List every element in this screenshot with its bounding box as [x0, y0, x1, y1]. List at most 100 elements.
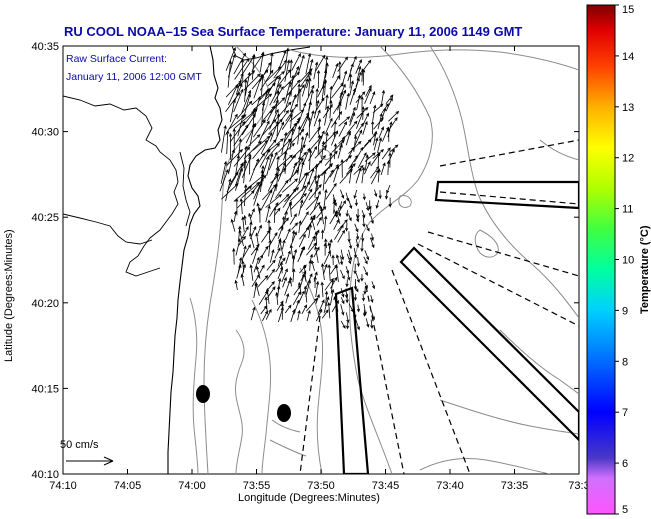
current-vector — [290, 308, 296, 323]
current-vector — [323, 78, 328, 96]
current-vector — [227, 60, 233, 88]
colorbar-ticks: 15 14 13 12 11 10 9 8 7 6 5 — [615, 4, 634, 516]
current-vector — [320, 229, 325, 240]
current-vector — [354, 199, 359, 207]
current-vector — [281, 131, 288, 155]
current-vector — [363, 286, 367, 295]
current-vector — [362, 59, 372, 71]
current-vector — [377, 168, 381, 183]
current-vector — [275, 167, 280, 191]
y-tick-label: 40:25 — [31, 212, 59, 224]
current-vector — [264, 296, 268, 314]
current-vector — [356, 256, 360, 268]
current-vector — [233, 52, 246, 75]
current-vector — [281, 215, 286, 231]
current-vector — [269, 108, 279, 130]
current-vector — [268, 151, 278, 171]
current-vector — [252, 107, 256, 131]
current-vector — [338, 135, 345, 151]
current-vector — [303, 285, 308, 303]
current-vector — [260, 131, 273, 155]
current-vector — [251, 69, 269, 90]
current-vector — [301, 171, 309, 192]
current-vector — [288, 201, 293, 217]
current-vector — [346, 253, 352, 265]
current-vector — [345, 320, 350, 330]
current-vector — [362, 309, 367, 317]
current-info-line2: January 11, 2006 12:00 GMT — [66, 71, 202, 83]
current-vector — [244, 78, 248, 103]
current-vector — [364, 282, 368, 290]
current-vector — [313, 61, 319, 80]
current-vector — [265, 194, 282, 208]
current-vector — [228, 83, 239, 105]
current-vector — [375, 199, 380, 209]
colorbar-tick-label: 11 — [622, 204, 633, 216]
current-vector — [356, 94, 361, 111]
y-tick-label: 40:35 — [31, 41, 59, 53]
current-vector — [338, 60, 342, 80]
current-vector — [361, 138, 372, 151]
current-vector — [300, 211, 309, 226]
current-vector — [348, 249, 353, 261]
current-vector — [282, 239, 286, 250]
current-vector — [225, 47, 236, 71]
current-vector — [337, 56, 349, 72]
colorbar-label: Temperature (°C) — [639, 225, 651, 314]
current-vector — [290, 74, 295, 97]
current-vector — [368, 205, 372, 217]
current-vector — [348, 154, 358, 170]
current-vector — [369, 237, 375, 249]
current-vector — [235, 72, 244, 96]
current-vector — [345, 279, 349, 288]
current-vector — [313, 109, 321, 127]
current-vector — [289, 65, 300, 88]
coastline — [167, 46, 223, 474]
current-vector — [378, 126, 384, 139]
current-vector — [327, 242, 331, 257]
current-vector — [333, 165, 340, 183]
current-vector — [331, 82, 344, 99]
current-vector — [300, 131, 309, 154]
current-vector — [241, 226, 249, 239]
x-tick-label: 74:10 — [49, 480, 77, 492]
current-vector — [349, 80, 354, 96]
current-vector — [340, 320, 346, 329]
current-vector — [278, 239, 284, 257]
current-vector — [285, 250, 291, 265]
x-axis-label: Longitude (Degrees:Minutes) — [238, 492, 380, 504]
current-vector — [233, 146, 251, 167]
current-vector — [238, 225, 242, 242]
current-vector — [365, 318, 370, 328]
current-vector — [289, 244, 294, 259]
current-vector — [299, 111, 310, 131]
current-vector — [315, 280, 320, 298]
current-vector — [355, 167, 362, 184]
current-vector — [302, 264, 307, 282]
current-vector — [365, 224, 370, 232]
current-vector — [355, 233, 360, 241]
current-vector — [283, 210, 288, 225]
current-vector — [284, 59, 291, 82]
current-vector — [273, 86, 284, 104]
current-vector — [332, 200, 336, 214]
current-vector — [292, 291, 301, 305]
current-vector — [289, 161, 297, 182]
current-vector — [314, 145, 328, 159]
current-vector — [276, 112, 281, 137]
current-vector — [301, 78, 309, 97]
current-vector — [377, 112, 383, 130]
current-vector — [349, 73, 353, 89]
current-vector — [240, 273, 245, 287]
current-vector — [339, 201, 343, 210]
current-vector — [337, 155, 353, 168]
current-vector — [360, 274, 364, 282]
current-vector — [277, 266, 284, 280]
current-vector — [284, 279, 291, 296]
current-vector — [236, 70, 256, 89]
current-vector — [321, 162, 333, 177]
current-vector — [363, 256, 368, 265]
current-vector — [282, 276, 287, 288]
colorbar-tick-label: 9 — [622, 305, 628, 317]
current-vector — [267, 70, 285, 87]
